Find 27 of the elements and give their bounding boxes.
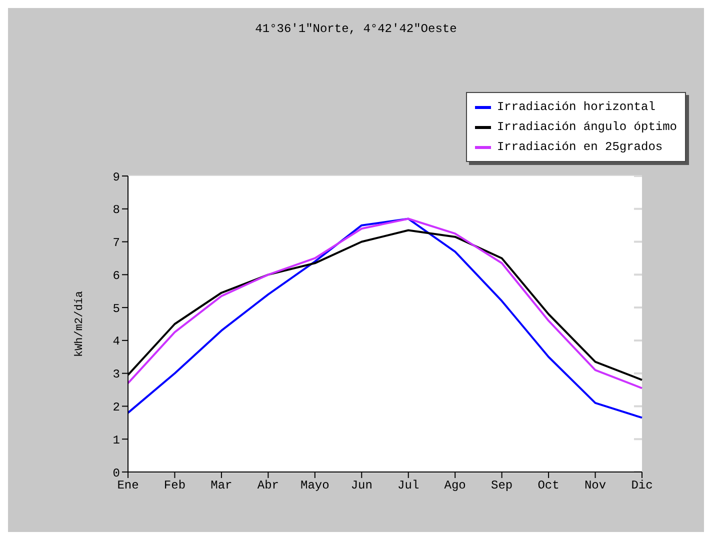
x-tick-label: Nov: [584, 478, 606, 493]
x-tick-label: Ago: [444, 478, 466, 493]
y-tick-label: 0: [112, 466, 120, 480]
y-tick-label: 9: [112, 170, 120, 184]
y-tick-label: 2: [112, 400, 120, 414]
y-tick-label: 5: [112, 302, 120, 316]
legend-label: Irradiación ángulo óptimo: [496, 119, 677, 136]
y-tick-label: 8: [112, 203, 120, 218]
x-tick-label: Oct: [538, 478, 560, 493]
legend-label: Irradiación horizontal: [496, 99, 656, 116]
y-tick-label: 3: [112, 368, 120, 382]
x-tick-label: Sep: [491, 478, 513, 493]
x-tick-label: Feb: [164, 478, 186, 493]
y-tick-label: 7: [112, 236, 120, 250]
x-tick-label: Mar: [210, 478, 232, 493]
y-tick-label: 1: [112, 433, 120, 448]
y-tick-label: 4: [112, 334, 120, 349]
y-axis-title: kWh/m2/día: [74, 290, 86, 358]
x-tick-label: Jul: [398, 478, 420, 493]
x-tick-label: Abr: [257, 478, 279, 493]
x-tick-label: Dic: [631, 478, 653, 493]
x-tick-label: Jun: [350, 478, 372, 493]
x-tick-label: Ene: [117, 478, 139, 493]
chart-title: 41°36'1"Norte, 4°42'42"Oeste: [254, 22, 458, 36]
y-tick-label: 6: [112, 268, 120, 283]
legend-label: Irradiación en 25grados: [496, 139, 663, 156]
x-tick-label: Mayo: [300, 478, 330, 493]
